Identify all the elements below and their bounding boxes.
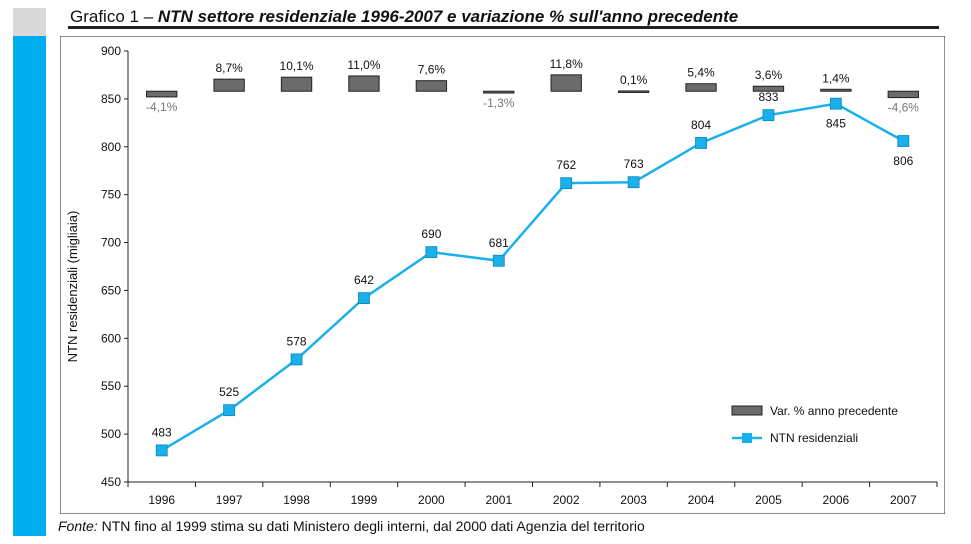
ntn-value-label: 525 bbox=[219, 385, 239, 399]
ntn-point bbox=[290, 353, 303, 366]
variation-label: 10,1% bbox=[280, 59, 314, 73]
axes: 450 500 550 600 650 700 750 800 850 900 1996 1997 19… bbox=[65, 44, 938, 507]
variation-label: 11,0% bbox=[347, 58, 380, 72]
ntn-point bbox=[627, 176, 640, 189]
ntn-point bbox=[223, 404, 236, 417]
variation-bar bbox=[483, 90, 515, 94]
variation-bar bbox=[820, 88, 852, 92]
variation-bar bbox=[348, 75, 380, 92]
x-tick-label: 2005 bbox=[755, 493, 782, 507]
y-tick-label: 500 bbox=[101, 427, 121, 441]
variation-bar bbox=[617, 90, 650, 93]
ntn-point bbox=[492, 254, 505, 267]
footer-source: Fonte: NTN fino al 1999 stima su dati Mi… bbox=[58, 518, 645, 534]
sidebar-accent-bar bbox=[13, 36, 46, 536]
legend-bar-label: Var. % anno precedente bbox=[770, 404, 898, 418]
ntn-point bbox=[425, 246, 438, 259]
ntn-point bbox=[358, 292, 370, 305]
chart-frame bbox=[60, 36, 945, 514]
variation-bar bbox=[415, 80, 448, 92]
variation-label: 11,8% bbox=[550, 57, 583, 71]
variation-label: 7,6% bbox=[418, 63, 446, 77]
variation-bar bbox=[213, 78, 245, 92]
x-tick-label: 2001 bbox=[485, 493, 512, 507]
ntn-value-label: 578 bbox=[287, 334, 307, 348]
y-axis-title: NTN residenziali (migliaia) bbox=[65, 211, 80, 363]
ntn-value-label: 833 bbox=[758, 90, 778, 104]
variation-label: -1,3% bbox=[483, 96, 515, 110]
y-tick-label: 600 bbox=[101, 331, 121, 345]
x-tick-label: 2006 bbox=[823, 493, 850, 507]
ntn-point bbox=[560, 177, 573, 190]
variation-label: 3,6% bbox=[755, 68, 783, 82]
y-tick-label: 700 bbox=[101, 236, 121, 250]
y-tick-label: 850 bbox=[101, 92, 121, 106]
legend: Var. % anno precedente NTN residenziali bbox=[731, 404, 898, 445]
x-tick-label: 2000 bbox=[418, 493, 445, 507]
x-tick-label: 1999 bbox=[351, 493, 378, 507]
variation-bar bbox=[280, 76, 313, 92]
line-layer bbox=[155, 97, 910, 457]
ntn-value-label: 681 bbox=[489, 236, 509, 250]
ntn-point bbox=[695, 137, 707, 149]
y-tick-label: 900 bbox=[101, 44, 121, 58]
legend-bar-swatch bbox=[731, 405, 763, 416]
page-title: Grafico 1 – NTN settore residenziale 199… bbox=[70, 7, 738, 27]
x-tick-label: 1996 bbox=[148, 493, 175, 507]
legend-line-label: NTN residenziali bbox=[770, 431, 858, 445]
ntn-series-line bbox=[161, 102, 904, 452]
ntn-point bbox=[829, 97, 842, 110]
x-tick-label: 1998 bbox=[283, 493, 310, 507]
y-tick-label: 550 bbox=[101, 379, 121, 393]
ntn-value-label: 642 bbox=[354, 273, 374, 287]
y-tick-label: 800 bbox=[101, 140, 121, 154]
variation-label: -4,1% bbox=[146, 100, 178, 114]
x-tick-label: 2007 bbox=[890, 493, 917, 507]
title-prefix: Grafico 1 – bbox=[70, 7, 158, 26]
variation-bar bbox=[685, 83, 717, 92]
ntn-value-label: 845 bbox=[826, 117, 846, 131]
ntn-value-label: 762 bbox=[556, 158, 576, 172]
variation-bar bbox=[146, 90, 178, 98]
variation-label: -4,6% bbox=[888, 101, 920, 115]
variation-bar bbox=[887, 90, 919, 99]
labels-layer: -4,1% 8,7% 10,1% 11,0% 7,6% -1,3% 11,8% 0,1% 5,4… bbox=[146, 57, 919, 440]
variation-bar bbox=[752, 85, 785, 92]
title-rule bbox=[68, 26, 939, 29]
x-tick-label: 2004 bbox=[688, 493, 715, 507]
ntn-chart: 450 500 550 600 650 700 750 800 850 900 1996 1997 19… bbox=[60, 36, 945, 514]
variation-bar bbox=[550, 74, 582, 92]
ntn-value-label: 483 bbox=[152, 425, 172, 439]
ntn-value-label: 806 bbox=[893, 154, 913, 168]
ntn-point bbox=[762, 109, 775, 122]
y-tick-label: 450 bbox=[101, 475, 121, 489]
ntn-value-label: 804 bbox=[691, 118, 711, 132]
variation-label: 5,4% bbox=[687, 66, 715, 80]
ntn-value-label: 690 bbox=[421, 227, 441, 241]
variation-label: 8,7% bbox=[215, 61, 243, 75]
y-tick-label: 650 bbox=[101, 283, 121, 297]
ntn-point bbox=[155, 444, 168, 457]
ntn-value-label: 763 bbox=[624, 157, 644, 171]
source-text: NTN fino al 1999 stima su dati Ministero… bbox=[97, 518, 645, 534]
title-main: NTN settore residenziale 1996-2007 e var… bbox=[157, 7, 739, 26]
bars-layer bbox=[146, 74, 919, 99]
ntn-point bbox=[897, 135, 910, 147]
x-tick-label: 2003 bbox=[620, 493, 647, 507]
variation-label: 1,4% bbox=[822, 71, 850, 85]
x-tick-label: 2002 bbox=[553, 493, 580, 507]
y-tick-label: 750 bbox=[101, 188, 121, 202]
sidebar-accent-top bbox=[13, 8, 46, 36]
source-label: Fonte: bbox=[58, 518, 98, 534]
variation-label: 0,1% bbox=[620, 73, 648, 87]
x-tick-label: 1997 bbox=[216, 493, 243, 507]
legend-line-marker bbox=[742, 433, 752, 443]
